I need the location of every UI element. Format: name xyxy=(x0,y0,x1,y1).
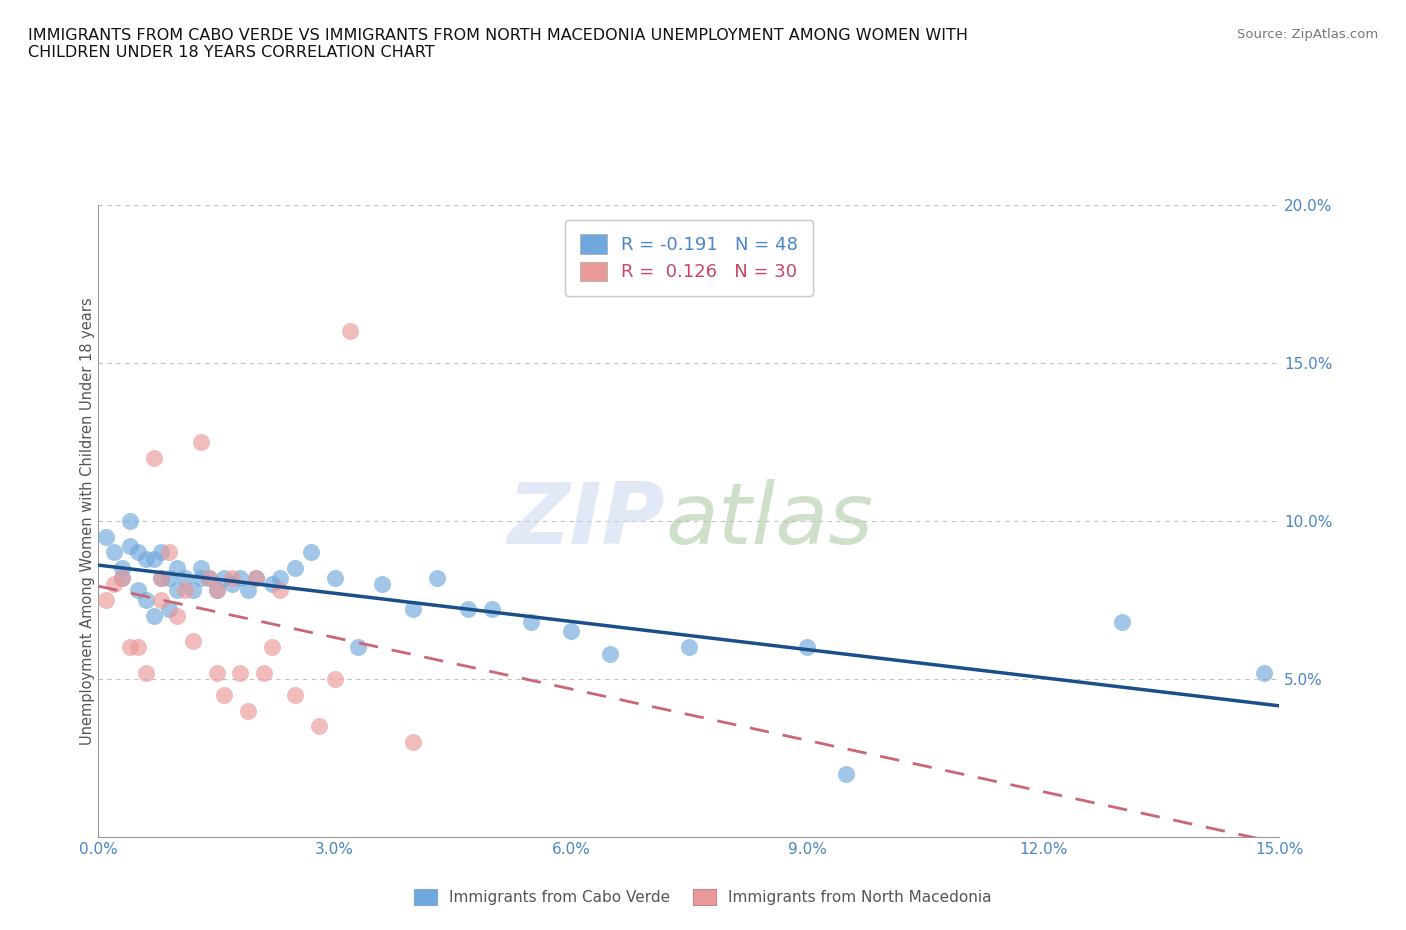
Point xyxy=(347,640,370,655)
Point xyxy=(135,551,157,566)
Point xyxy=(181,633,204,648)
Point xyxy=(166,583,188,598)
Y-axis label: Unemployment Among Women with Children Under 18 years: Unemployment Among Women with Children U… xyxy=(80,297,94,745)
Point xyxy=(142,551,165,566)
Point xyxy=(796,640,818,655)
Text: Source: ZipAtlas.com: Source: ZipAtlas.com xyxy=(1237,28,1378,41)
Point xyxy=(190,570,212,585)
Point xyxy=(214,687,236,702)
Point xyxy=(269,583,291,598)
Point xyxy=(96,529,118,544)
Point xyxy=(111,561,134,576)
Point xyxy=(426,570,449,585)
Point xyxy=(135,592,157,607)
Point xyxy=(481,602,503,617)
Point xyxy=(236,703,259,718)
Point xyxy=(142,608,165,623)
Point xyxy=(229,570,252,585)
Point xyxy=(135,665,157,680)
Point xyxy=(118,538,141,553)
Point xyxy=(205,583,228,598)
Point xyxy=(166,561,188,576)
Point xyxy=(221,577,243,591)
Point xyxy=(205,665,228,680)
Point xyxy=(284,561,307,576)
Point xyxy=(253,665,276,680)
Point xyxy=(323,570,346,585)
Point xyxy=(260,640,283,655)
Text: ZIP: ZIP xyxy=(508,479,665,563)
Point xyxy=(560,624,582,639)
Point xyxy=(142,450,165,465)
Point xyxy=(174,570,197,585)
Point xyxy=(190,561,212,576)
Point xyxy=(678,640,700,655)
Legend: R = -0.191   N = 48, R =  0.126   N = 30: R = -0.191 N = 48, R = 0.126 N = 30 xyxy=(565,220,813,296)
Point xyxy=(127,545,149,560)
Point xyxy=(127,640,149,655)
Point xyxy=(520,615,543,630)
Point xyxy=(111,570,134,585)
Point xyxy=(236,583,259,598)
Point xyxy=(402,602,425,617)
Point xyxy=(457,602,479,617)
Point xyxy=(229,665,252,680)
Point xyxy=(299,545,322,560)
Point xyxy=(111,570,134,585)
Text: atlas: atlas xyxy=(665,479,873,563)
Legend: Immigrants from Cabo Verde, Immigrants from North Macedonia: Immigrants from Cabo Verde, Immigrants f… xyxy=(406,882,1000,913)
Point xyxy=(835,766,858,781)
Point xyxy=(269,570,291,585)
Point xyxy=(197,570,219,585)
Point xyxy=(221,570,243,585)
Point xyxy=(103,545,125,560)
Point xyxy=(166,608,188,623)
Point xyxy=(157,602,180,617)
Point xyxy=(260,577,283,591)
Point xyxy=(118,513,141,528)
Point xyxy=(174,583,197,598)
Point xyxy=(190,434,212,449)
Text: IMMIGRANTS FROM CABO VERDE VS IMMIGRANTS FROM NORTH MACEDONIA UNEMPLOYMENT AMONG: IMMIGRANTS FROM CABO VERDE VS IMMIGRANTS… xyxy=(28,28,969,60)
Point xyxy=(150,592,173,607)
Point xyxy=(205,583,228,598)
Point xyxy=(157,545,180,560)
Point xyxy=(150,570,173,585)
Point xyxy=(214,570,236,585)
Point xyxy=(371,577,394,591)
Point xyxy=(127,583,149,598)
Point xyxy=(245,570,267,585)
Point xyxy=(197,570,219,585)
Point xyxy=(599,646,621,661)
Point xyxy=(308,719,330,734)
Point xyxy=(402,735,425,750)
Point xyxy=(181,583,204,598)
Point xyxy=(150,545,173,560)
Point xyxy=(103,577,125,591)
Point xyxy=(96,592,118,607)
Point xyxy=(339,324,361,339)
Point xyxy=(245,570,267,585)
Point xyxy=(150,570,173,585)
Point xyxy=(1253,665,1275,680)
Point xyxy=(284,687,307,702)
Point xyxy=(1111,615,1133,630)
Point xyxy=(118,640,141,655)
Point xyxy=(157,570,180,585)
Point xyxy=(323,671,346,686)
